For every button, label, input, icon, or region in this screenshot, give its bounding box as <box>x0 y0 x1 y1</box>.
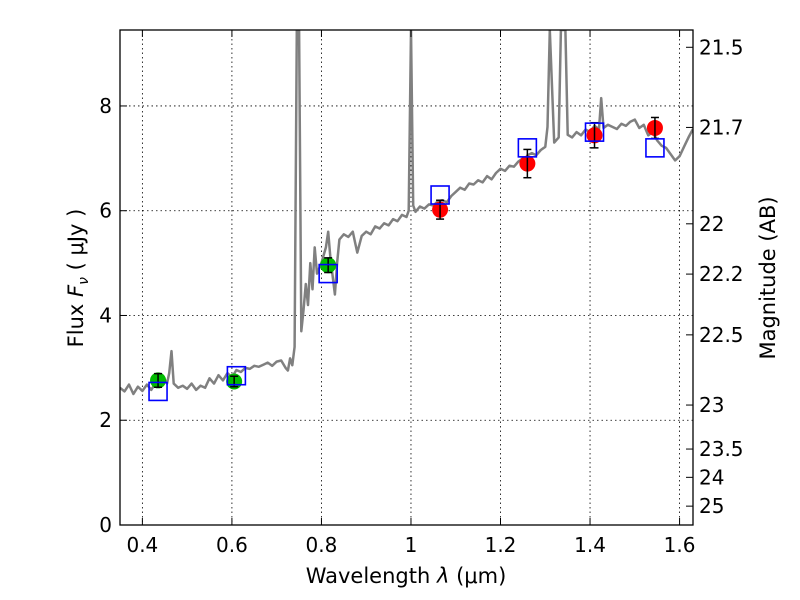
axis-ticks: 0.4 0.6 0.8 1 1.2 1.4 1.60246821.521.72222.222… <box>99 30 744 557</box>
y-tick-label: 0 <box>99 513 112 537</box>
y-tick-label: 4 <box>99 303 112 327</box>
model-square-marker <box>318 263 338 284</box>
y2-tick-label: 25 <box>699 494 724 518</box>
model-square-marker <box>645 138 665 158</box>
y2-tick-label: 23 <box>699 393 724 417</box>
model-square-marker <box>584 122 605 142</box>
model-square-marker <box>517 138 538 158</box>
y2-tick-label: 22 <box>699 212 724 236</box>
x-tick-label: 1.4 <box>574 533 606 557</box>
x-tick-label: 0.8 <box>306 533 338 557</box>
x-axis-label: Wavelength λ (μm) <box>306 564 507 588</box>
data-markers <box>148 116 665 402</box>
plot-area <box>120 30 693 402</box>
x-tick-label: 1 <box>405 533 418 557</box>
y2-tick-label: 21.5 <box>699 35 744 59</box>
y-tick-label: 2 <box>99 408 112 432</box>
y2-tick-label: 22.2 <box>699 262 744 286</box>
model-square-marker <box>430 185 450 205</box>
x-tick-label: 0.6 <box>216 533 248 557</box>
x-tick-label: 1.6 <box>664 533 696 557</box>
y2-axis-label: Magnitude (AB) <box>756 196 780 359</box>
y-axis-label: Flux Fν ( μJy ) <box>64 209 92 348</box>
y2-tick-label: 23.5 <box>699 437 744 461</box>
model-square-marker <box>148 381 168 402</box>
plot-frame <box>119 29 694 526</box>
y2-tick-label: 21.7 <box>699 115 744 139</box>
y2-tick-label: 22.5 <box>699 323 744 347</box>
x-tick-label: 1.2 <box>485 533 517 557</box>
x-tick-label: 0.4 <box>126 533 158 557</box>
y-tick-label: 6 <box>99 199 112 223</box>
y-tick-label: 8 <box>99 94 112 118</box>
y2-tick-label: 24 <box>699 465 724 489</box>
model-square-marker <box>226 365 247 386</box>
